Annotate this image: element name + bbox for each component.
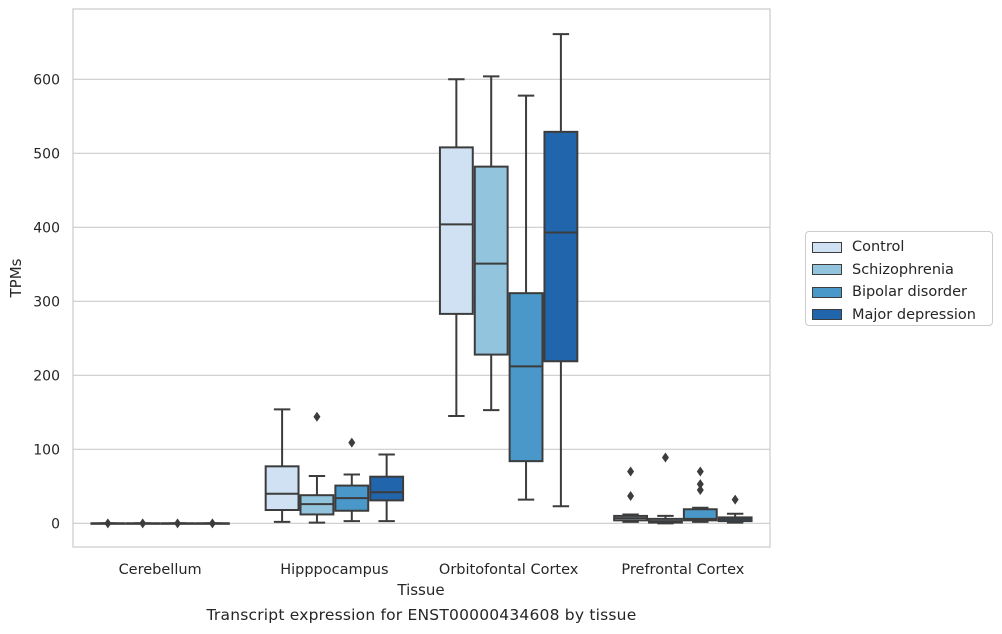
box-schizophrenia-prefrontal-cortex [648, 452, 683, 525]
box-control-cerebellum [90, 518, 126, 529]
legend: Control Schizophrenia Bipolar disorder M… [805, 231, 993, 326]
x-tick-label: Orbitofontal Cortex [439, 562, 579, 578]
legend-label-schizophrenia: Schizophrenia [852, 261, 954, 278]
y-tick-labels: 0 100 200 300 400 500 600 [33, 72, 60, 532]
outlier-point [696, 466, 704, 477]
y-tick-label: 600 [33, 72, 60, 88]
iqr-box [508, 292, 544, 463]
legend-label-control: Control [852, 239, 905, 256]
series-schizophrenia [125, 75, 683, 529]
y-tick-label: 300 [33, 294, 60, 310]
outlier-point [174, 518, 182, 529]
outlier-point [104, 518, 112, 529]
y-axis-label: TPMs [7, 258, 25, 298]
series-bipolar-disorder [160, 94, 718, 529]
outlier-point [661, 452, 669, 463]
legend-swatch-schizophrenia [812, 264, 842, 276]
outlier-point [208, 518, 216, 529]
box-bipolar-disorder-prefrontal-cortex [682, 466, 718, 523]
x-tick-label: Prefrontal Cortex [621, 562, 744, 578]
box-schizophrenia-hipppocampus [299, 411, 335, 524]
iqr-box [543, 130, 579, 363]
iqr-box [264, 465, 300, 511]
y-tick-label: 400 [33, 220, 60, 236]
y-tick-label: 500 [33, 146, 60, 162]
box-series [90, 33, 753, 529]
outlier-point [731, 494, 739, 505]
plot-background [73, 9, 770, 547]
y-tick-label: 200 [33, 368, 60, 384]
box-control-hipppocampus [264, 408, 300, 523]
box-bipolar-disorder-hipppocampus [334, 437, 370, 523]
iqr-box [473, 165, 509, 356]
box-control-orbitofontal-cortex [438, 78, 474, 418]
x-tick-label: Cerebellum [119, 562, 202, 578]
plot-frame [72, 8, 771, 548]
outlier-point [627, 466, 635, 477]
legend-swatch-control [812, 241, 842, 253]
x-axis-label: Tissue [396, 581, 444, 599]
outlier-point [313, 411, 321, 422]
box-major-depression-cerebellum [194, 518, 230, 529]
legend-item-major-depression: Major depression [812, 304, 992, 327]
legend-item-control: Control [812, 236, 992, 259]
outlier-point [348, 437, 356, 448]
x-tick-label: Hipppocampus [280, 562, 388, 578]
legend-item-bipolar-disorder: Bipolar disorder [812, 281, 992, 304]
legend-label-bipolar-disorder: Bipolar disorder [852, 284, 967, 301]
iqr-box [682, 508, 718, 522]
legend-swatch-bipolar-disorder [812, 286, 842, 298]
box-bipolar-disorder-orbitofontal-cortex [508, 94, 544, 501]
box-control-prefrontal-cortex [613, 466, 649, 523]
y-tick-label: 100 [33, 442, 60, 458]
iqr-box [438, 146, 474, 315]
legend-item-schizophrenia: Schizophrenia [812, 259, 992, 282]
iqr-box [369, 475, 405, 502]
outlier-point [696, 485, 704, 496]
box-schizophrenia-orbitofontal-cortex [473, 75, 509, 412]
x-tick-labels: Cerebellum Hipppocampus Orbitofontal Corte… [119, 562, 745, 578]
outlier-point [139, 518, 147, 529]
box-bipolar-disorder-cerebellum [160, 518, 195, 529]
box-major-depression-hipppocampus [369, 453, 405, 523]
legend-swatch-major-depression [812, 309, 842, 321]
legend-label-major-depression: Major depression [852, 306, 976, 323]
series-major-depression [194, 33, 753, 529]
box-major-depression-orbitofontal-cortex [543, 33, 579, 508]
box-schizophrenia-cerebellum [125, 518, 161, 529]
series-control [90, 78, 649, 529]
y-tick-label: 0 [51, 516, 60, 532]
outlier-point [696, 479, 704, 490]
box-major-depression-prefrontal-cortex [717, 494, 753, 524]
figure-caption: Transcript expression for ENST0000043460… [206, 606, 637, 624]
outlier-point [627, 490, 635, 501]
